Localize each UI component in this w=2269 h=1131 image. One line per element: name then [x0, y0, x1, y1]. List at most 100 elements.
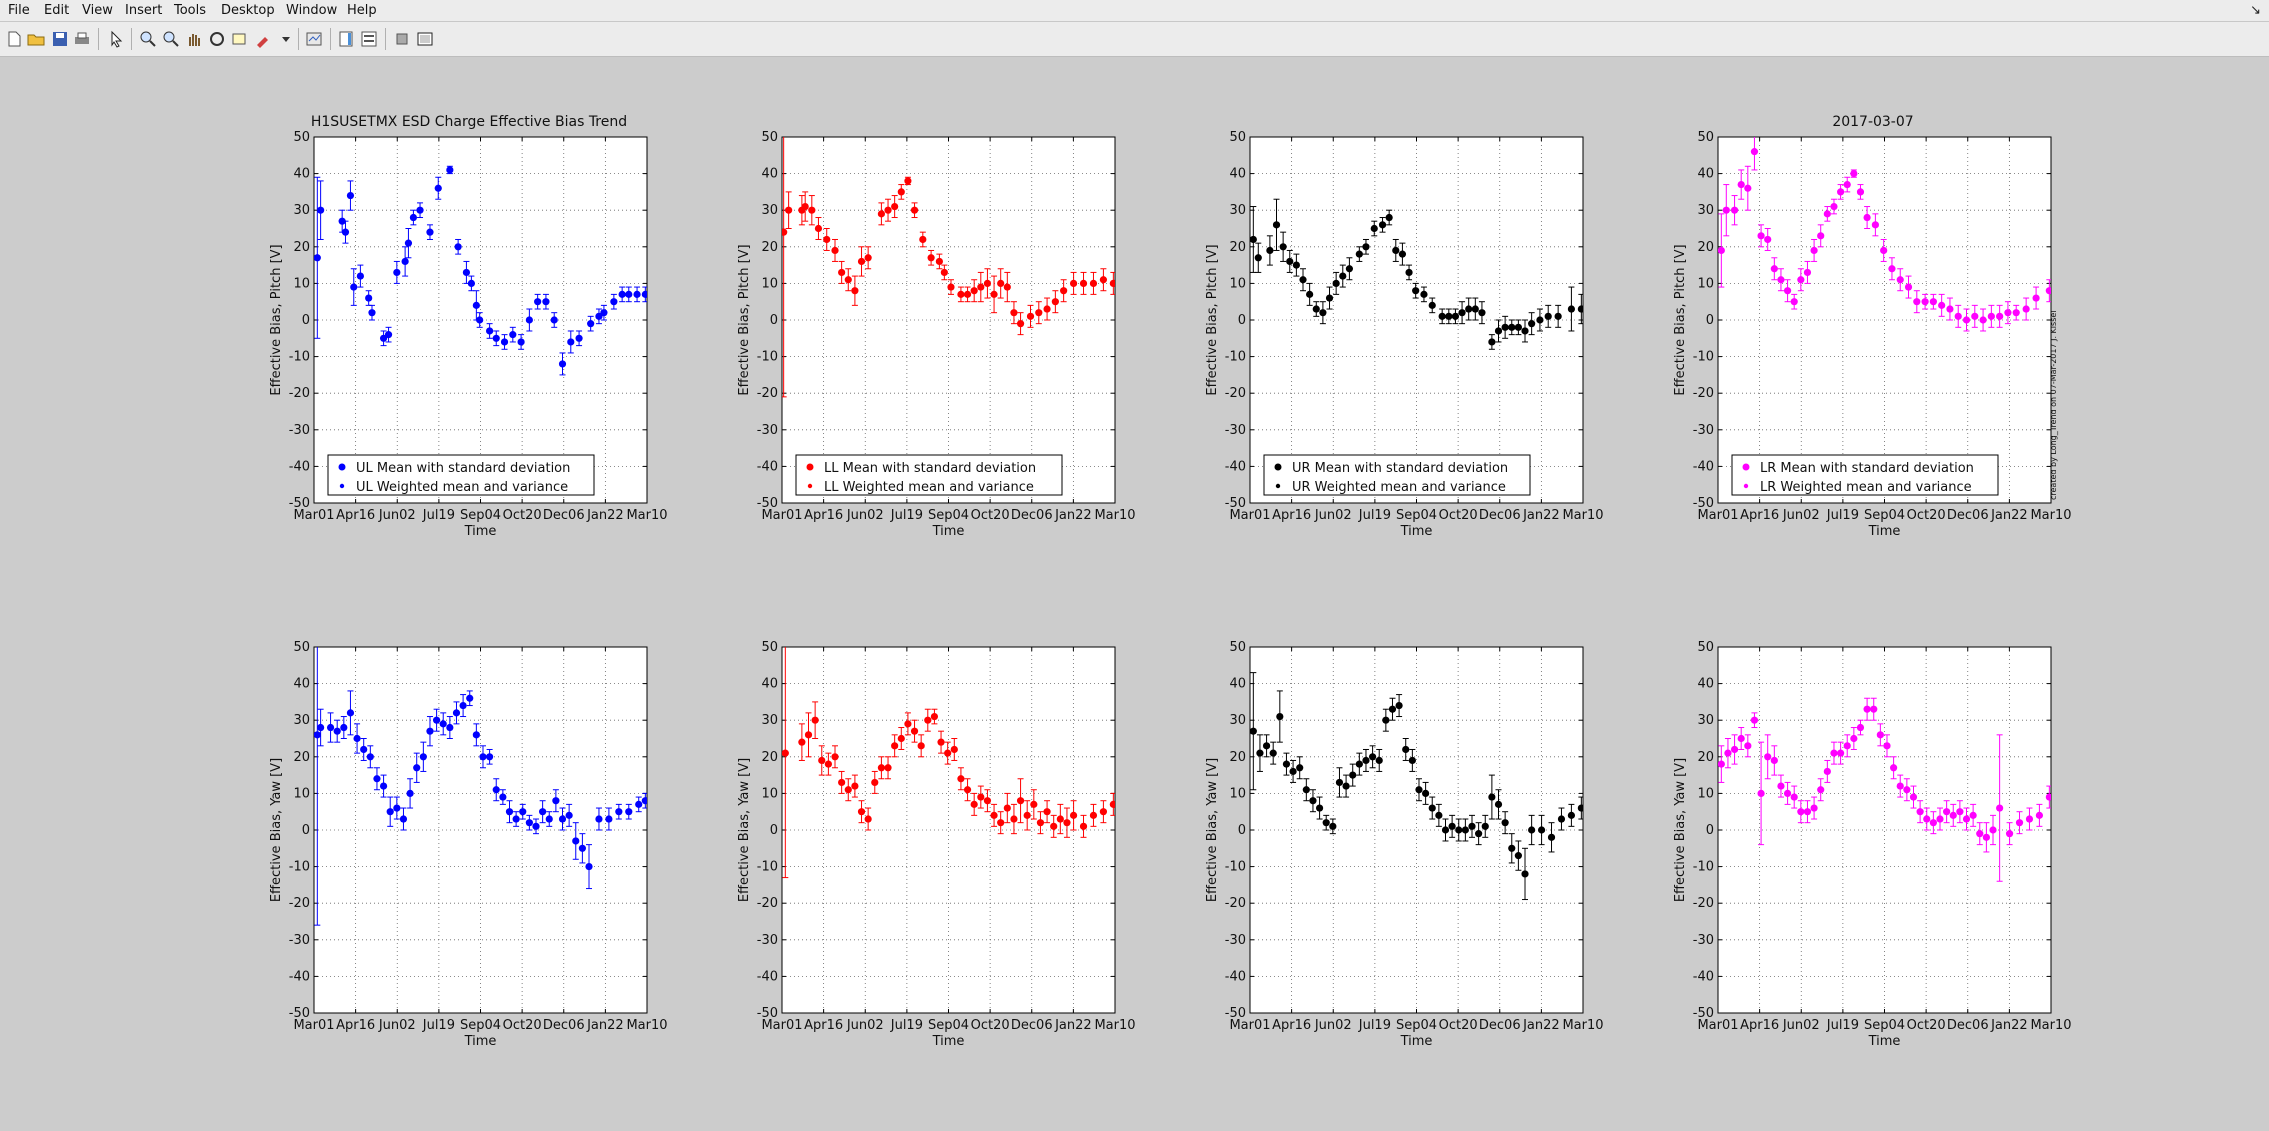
y-tick-label: 10: [293, 786, 310, 801]
data-point: [462, 268, 471, 277]
data-point: [1544, 312, 1552, 320]
data-point: [2005, 830, 2014, 838]
data-point: [2015, 819, 2024, 827]
data-point: [947, 283, 955, 291]
data-point: [1946, 305, 1954, 313]
menu-tools[interactable]: Tools: [174, 3, 207, 18]
y-tick-label: 0: [1238, 823, 1246, 838]
show-plot-tools-icon[interactable]: [415, 29, 435, 49]
data-point: [977, 283, 985, 291]
rotate-icon[interactable]: [207, 29, 227, 49]
zoom-out-icon[interactable]: [161, 29, 181, 49]
data-point: [2022, 305, 2030, 313]
y-tick-label: -40: [289, 459, 310, 474]
data-point: [957, 775, 965, 783]
link-plot-icon[interactable]: [304, 29, 324, 49]
data-point: [1003, 804, 1011, 812]
data-point: [578, 844, 586, 852]
data-point: [963, 290, 972, 298]
data-point: [910, 727, 919, 735]
data-point: [1079, 822, 1088, 830]
hide-plot-tools-icon[interactable]: [392, 29, 412, 49]
data-point: [338, 217, 346, 225]
data-point: [587, 320, 595, 328]
data-point: [877, 764, 886, 772]
y-tick-label: 40: [761, 677, 778, 692]
data-point: [1269, 749, 1277, 757]
data-point: [346, 709, 355, 717]
legend-icon[interactable]: [359, 29, 379, 49]
data-point: [615, 808, 623, 816]
data-point: [1306, 290, 1314, 298]
data-point: [1724, 749, 1732, 757]
dropdown-icon[interactable]: [276, 29, 296, 49]
menu-view[interactable]: View: [82, 3, 113, 18]
data-point: [1956, 808, 1964, 816]
data-point: [864, 815, 872, 823]
y-tick-label: -50: [1693, 1006, 1714, 1021]
data-point: [565, 811, 573, 819]
data-point: [1982, 833, 1990, 841]
x-tick-label: Dec06: [1947, 508, 1989, 523]
data-point: [1508, 323, 1516, 331]
legend-label: UR Mean with standard deviation: [1292, 461, 1508, 476]
data-point: [1989, 826, 1997, 834]
save-icon[interactable]: [50, 29, 70, 49]
data-point: [379, 782, 388, 790]
data-series: [782, 137, 1115, 398]
data-point: [404, 239, 413, 247]
menu-insert[interactable]: Insert: [125, 3, 163, 18]
zoom-in-icon[interactable]: [138, 29, 158, 49]
y-tick-label: 30: [1229, 713, 1246, 728]
data-point: [1810, 804, 1818, 812]
pan-icon[interactable]: [184, 29, 204, 49]
data-cursor-icon[interactable]: [230, 29, 250, 49]
data-point: [1415, 786, 1423, 794]
menu-edit[interactable]: Edit: [44, 3, 70, 18]
data-series: [314, 165, 647, 376]
colorbar-icon[interactable]: [336, 29, 356, 49]
x-tick-label: Oct20: [1907, 508, 1946, 523]
menu-desktop[interactable]: Desktop: [221, 3, 275, 18]
x-tick-label: Jan22: [1990, 508, 2028, 523]
data-point: [983, 279, 992, 287]
pointer-icon[interactable]: [106, 29, 126, 49]
data-point: [1488, 793, 1496, 801]
data-point: [393, 268, 401, 277]
x-axis-label: Time: [464, 524, 497, 539]
data-point: [1051, 298, 1059, 306]
menu-help[interactable]: Help: [347, 3, 377, 18]
data-point: [1266, 246, 1274, 255]
data-point: [1718, 760, 1725, 768]
data-point: [517, 338, 525, 346]
y-tick-label: 20: [293, 750, 310, 765]
data-point: [1276, 712, 1284, 721]
menu-window[interactable]: Window: [286, 3, 338, 18]
data-point: [1329, 822, 1337, 830]
x-tick-label: Dec06: [1947, 1018, 1989, 1033]
data-point: [1471, 305, 1479, 313]
print-icon[interactable]: [72, 29, 92, 49]
data-point: [314, 254, 321, 262]
open-folder-icon[interactable]: [26, 29, 46, 49]
y-axis-label: Effective Bias, Pitch [V]: [269, 244, 284, 395]
data-point: [558, 815, 567, 823]
data-point: [1441, 826, 1450, 834]
new-file-icon[interactable]: [4, 29, 24, 49]
data-point: [641, 290, 647, 298]
y-tick-label: 40: [1229, 167, 1246, 182]
data-point: [1803, 268, 1812, 277]
menu-file[interactable]: File: [8, 3, 30, 18]
data-point: [1448, 822, 1456, 830]
x-tick-label: Mar10: [1562, 508, 1603, 523]
data-point: [1737, 734, 1745, 743]
data-point: [831, 753, 839, 761]
data-point: [910, 206, 919, 214]
close-icon[interactable]: ↘: [2250, 3, 2261, 18]
data-point: [1757, 232, 1765, 240]
y-tick-label: -20: [1225, 386, 1246, 401]
brush-icon[interactable]: [253, 29, 273, 49]
data-point: [1010, 309, 1018, 317]
data-point: [1385, 213, 1393, 222]
